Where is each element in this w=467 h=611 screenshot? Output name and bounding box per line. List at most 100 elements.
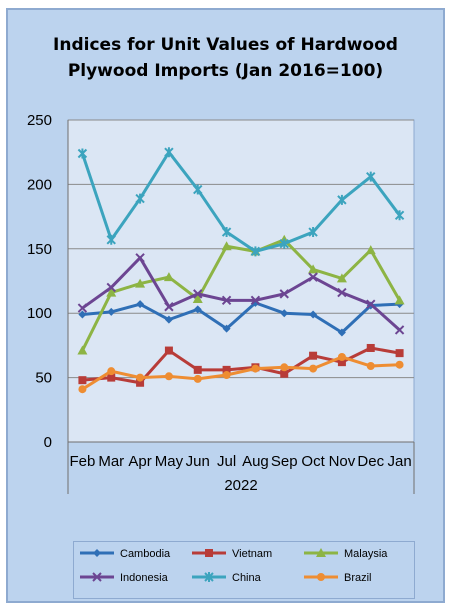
y-tick-label: 250 — [27, 112, 52, 129]
data-point-brazil — [280, 363, 289, 372]
data-point-indonesia — [394, 325, 405, 335]
series-group — [77, 147, 405, 394]
x-tick-label: Sep — [271, 453, 298, 470]
data-point-indonesia — [193, 289, 203, 299]
y-tick-label: 50 — [35, 370, 52, 387]
data-point-china — [135, 193, 145, 204]
legend-item-vietnam: Vietnam — [192, 548, 272, 560]
series-line-brazil — [81, 355, 400, 391]
data-point-china — [394, 210, 405, 221]
x-tick-label: May — [155, 453, 184, 470]
legend-marker-brazil — [317, 573, 325, 581]
x-tick-label: Aug — [242, 453, 269, 470]
data-point-malaysia — [394, 295, 405, 305]
data-point-malaysia — [221, 241, 232, 251]
data-point-cambodia — [222, 324, 231, 333]
data-point-indonesia — [135, 253, 145, 263]
legend-items: Cambodia Vietnam Malaysia Indonesia China Bra… — [80, 548, 388, 584]
data-point-brazil — [193, 374, 202, 383]
series-malaysia — [77, 234, 405, 355]
legend-item-brazil: Brazil — [304, 572, 372, 584]
data-point-brazil — [251, 364, 260, 373]
data-point-malaysia — [192, 294, 203, 304]
series-line-china — [80, 150, 401, 253]
data-point-brazil — [337, 352, 346, 361]
data-point-vietnam — [222, 365, 231, 374]
data-point-indonesia — [221, 295, 232, 306]
series-line-cambodia — [82, 301, 400, 335]
legend-label-brazil: Brazil — [344, 572, 372, 584]
data-point-indonesia — [308, 272, 318, 282]
x-tick-label: Jan — [387, 453, 411, 470]
data-point-cambodia — [309, 310, 318, 319]
data-point-vietnam — [309, 351, 318, 360]
data-point-malaysia — [77, 345, 88, 355]
x-tick-label: Jun — [186, 453, 210, 470]
data-point-malaysia — [365, 245, 376, 255]
data-point-malaysia — [106, 287, 117, 297]
legend-item-china: China — [192, 572, 262, 584]
y-tick-label: 100 — [27, 305, 52, 322]
x-tick-label: Jul — [217, 453, 236, 470]
legend-marker-vietnam — [205, 549, 213, 557]
data-point-brazil — [222, 371, 231, 380]
chart-title: Indices for Unit Values of Hardwood Plyw… — [8, 32, 443, 84]
legend-marker-china — [204, 572, 214, 582]
axes: 0 50 100 150 200 250 Feb Mar Apr May Jun Jul Aug Sep O… — [27, 112, 415, 494]
data-point-china — [366, 171, 376, 182]
data-point-indonesia — [337, 287, 347, 298]
plot-area — [67, 119, 415, 443]
legend-item-malaysia: Malaysia — [304, 548, 388, 560]
legend-label-indonesia: Indonesia — [120, 572, 169, 584]
data-point-china — [164, 147, 174, 158]
data-point-cambodia — [280, 309, 289, 318]
data-point-malaysia — [308, 264, 319, 274]
data-point-china — [337, 194, 347, 205]
data-point-china — [308, 227, 318, 238]
legend-marker-cambodia — [93, 549, 101, 557]
data-point-cambodia — [136, 300, 145, 309]
x-tick-label: Mar — [98, 453, 124, 470]
data-point-malaysia — [336, 273, 347, 283]
data-point-indonesia — [77, 303, 88, 313]
data-point-vietnam — [395, 349, 404, 358]
data-point-brazil — [366, 362, 375, 371]
data-point-china — [221, 227, 232, 238]
data-point-vietnam — [280, 369, 289, 378]
data-point-cambodia — [107, 307, 116, 316]
data-point-china — [106, 234, 116, 245]
data-point-cambodia — [337, 328, 346, 337]
data-point-indonesia — [366, 299, 376, 309]
legend-label-cambodia: Cambodia — [120, 548, 171, 560]
data-point-cambodia — [193, 305, 202, 314]
y-tick-label: 0 — [44, 434, 52, 451]
data-point-brazil — [107, 367, 116, 376]
data-point-indonesia — [106, 282, 116, 293]
x-tick-label: Apr — [128, 453, 151, 470]
legend-label-malaysia: Malaysia — [344, 548, 388, 560]
series-brazil — [78, 352, 404, 394]
legend — [73, 541, 415, 599]
x-tick-label: Oct — [301, 453, 325, 470]
data-point-china — [193, 184, 203, 195]
data-point-vietnam — [366, 343, 375, 352]
x-axis-year-label: 2022 — [224, 477, 257, 494]
chart-title-line-1: Indices for Unit Values of Hardwood — [53, 35, 398, 55]
x-tick-label: Nov — [329, 453, 356, 470]
data-point-malaysia — [135, 278, 146, 288]
data-point-brazil — [309, 364, 318, 373]
data-point-cambodia — [164, 315, 173, 324]
series-line-indonesia — [81, 256, 401, 332]
data-point-brazil — [395, 360, 404, 369]
data-point-indonesia — [250, 295, 261, 306]
gridlines — [68, 119, 414, 379]
data-point-indonesia — [279, 289, 289, 299]
data-point-indonesia — [164, 302, 174, 312]
legend-label-vietnam: Vietnam — [232, 548, 272, 560]
x-tick-label: Feb — [69, 453, 95, 470]
series-line-malaysia — [81, 238, 401, 352]
data-point-malaysia — [163, 272, 174, 282]
data-point-china — [77, 148, 88, 159]
data-point-china — [250, 246, 261, 257]
x-tick-label: Dec — [357, 453, 384, 470]
